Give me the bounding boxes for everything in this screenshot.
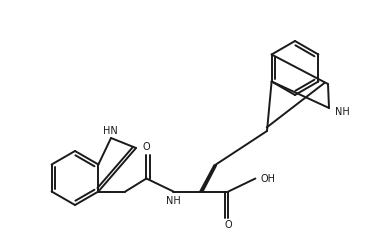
Text: NH: NH	[166, 195, 181, 206]
Text: HN: HN	[102, 126, 117, 136]
Text: O: O	[224, 220, 232, 230]
Text: OH: OH	[261, 174, 276, 184]
Text: NH: NH	[335, 107, 349, 117]
Text: O: O	[142, 142, 150, 152]
